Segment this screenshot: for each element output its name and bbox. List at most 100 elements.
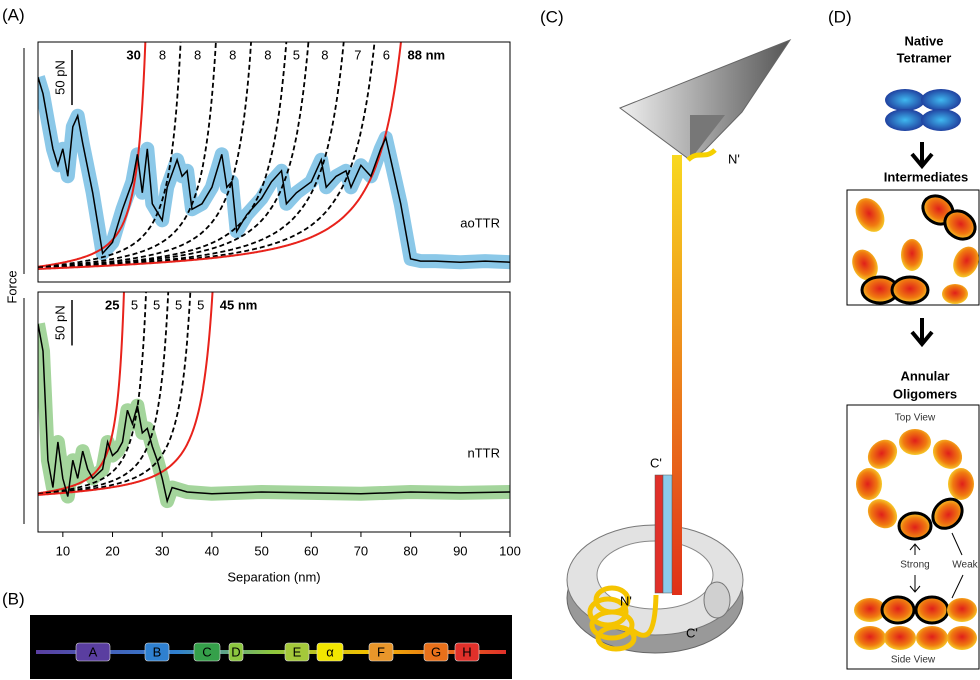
plot-frame <box>37 41 511 283</box>
segment-label: B <box>153 644 162 659</box>
x-tick-label: 90 <box>453 543 467 558</box>
increment-label: 5 <box>175 297 182 312</box>
panel-c: N' C' N' C' <box>566 38 792 654</box>
scale-bar-label: 50 pN <box>52 60 67 95</box>
ring-blob <box>867 439 898 469</box>
ring-blob <box>856 468 882 500</box>
x-tick-label: 60 <box>304 543 318 558</box>
stage-label: Annular <box>900 368 949 383</box>
length-above: 3.2 <box>288 623 306 638</box>
wlc-curve <box>38 42 402 270</box>
segment <box>454 642 480 662</box>
increment-label: 5 <box>197 297 204 312</box>
length-below: 2.8 <box>347 661 365 676</box>
y-axis-title: Force <box>4 270 19 303</box>
segment <box>284 642 310 662</box>
segment-label: G <box>431 644 441 659</box>
length-below: 2.4 <box>487 661 505 676</box>
stage-label: Intermediates <box>884 169 969 184</box>
coil <box>587 585 659 652</box>
pointer <box>909 532 964 599</box>
increment-label: 8 <box>264 47 271 62</box>
x-tick-label: 20 <box>105 543 119 558</box>
fit-curve <box>38 292 170 496</box>
x-tick-label: 100 <box>499 543 521 558</box>
force-trace <box>38 76 510 263</box>
cantilever-tip <box>690 115 725 160</box>
side-view <box>854 595 977 650</box>
segment-label: C <box>202 644 211 659</box>
increment-label: 8 <box>194 47 201 62</box>
increment-label: 5 <box>153 297 160 312</box>
tetramer <box>885 89 961 131</box>
fit-curve <box>38 42 182 269</box>
length-below: 2.4 <box>174 661 192 676</box>
red-strand <box>654 474 664 594</box>
series-label: nTTR <box>468 445 501 460</box>
segment-label: D <box>231 644 240 659</box>
x-tick-label: 40 <box>205 543 219 558</box>
length-below: 3.6 <box>117 661 135 676</box>
arrow <box>910 142 934 170</box>
contour-label: 30 <box>126 47 140 62</box>
stage-label: Native <box>904 33 943 48</box>
increment-label: 6 <box>383 47 390 62</box>
segment-label: α <box>326 644 334 659</box>
segment <box>316 642 344 662</box>
intermediate-blobs <box>852 194 979 305</box>
series-label: aoTTR <box>460 215 500 230</box>
segment <box>75 642 111 662</box>
length-below: 0.8 <box>442 661 460 676</box>
interface-label: Weak <box>952 560 978 571</box>
terminus-label: N' <box>620 593 632 608</box>
increment-label: 8 <box>159 47 166 62</box>
segment-label: E <box>293 644 302 659</box>
protein-strand <box>672 155 682 595</box>
blue-strand <box>662 474 673 594</box>
interface-label: Strong <box>900 560 929 571</box>
length-above: 3.2 <box>197 623 215 638</box>
ring-blob <box>867 499 898 529</box>
ring-blob <box>948 468 974 500</box>
segment <box>368 642 394 662</box>
terminus-label: C' <box>686 625 698 640</box>
length-above: 1.2 <box>231 623 249 638</box>
segment <box>423 642 449 662</box>
fit-curve <box>38 42 217 269</box>
terminus-label: C' <box>650 455 662 470</box>
contour-label: 25 <box>105 297 119 312</box>
panel-b: A3.6B2.8C3.2D1.2E3.2α3.2F2.8G3.2H2.84.4 3… <box>30 615 512 679</box>
panel-label: (C) <box>540 7 564 26</box>
wlc-curve <box>38 292 125 495</box>
length-above: 2.8 <box>463 623 481 638</box>
plot <box>38 42 510 270</box>
scale-bar-label: 50 pN <box>52 305 67 340</box>
increment-label: 5 <box>131 297 138 312</box>
force-trace <box>38 323 510 504</box>
length-above: 2.8 <box>372 623 390 638</box>
wlc-curve <box>38 42 147 268</box>
increment-label: 7 <box>354 47 361 62</box>
plot-frame <box>37 291 511 533</box>
stage-label: Tetramer <box>897 50 952 65</box>
ring-blob <box>897 511 933 541</box>
length-below: 4.4 <box>249 661 267 676</box>
segment <box>144 642 170 662</box>
contour-label: 88 nm <box>408 47 446 62</box>
terminus-label: N' <box>728 151 740 166</box>
length-above: 3.2 <box>427 623 445 638</box>
contour-label: 45 nm <box>220 297 258 312</box>
x-axis-title: Separation (nm) <box>227 569 320 584</box>
sequence-line <box>36 650 506 654</box>
x-tick-label: 10 <box>56 543 70 558</box>
annular-ring <box>856 429 974 541</box>
ring-blob <box>899 429 931 455</box>
stage-label: Oligomers <box>893 386 957 401</box>
panel-label: (D) <box>828 7 852 26</box>
x-tick-label: 50 <box>254 543 268 558</box>
length-above: 3.6 <box>84 623 102 638</box>
length-above: 2.8 <box>148 623 166 638</box>
length-below: 2.8 <box>400 661 418 676</box>
increment-label: 5 <box>293 47 300 62</box>
